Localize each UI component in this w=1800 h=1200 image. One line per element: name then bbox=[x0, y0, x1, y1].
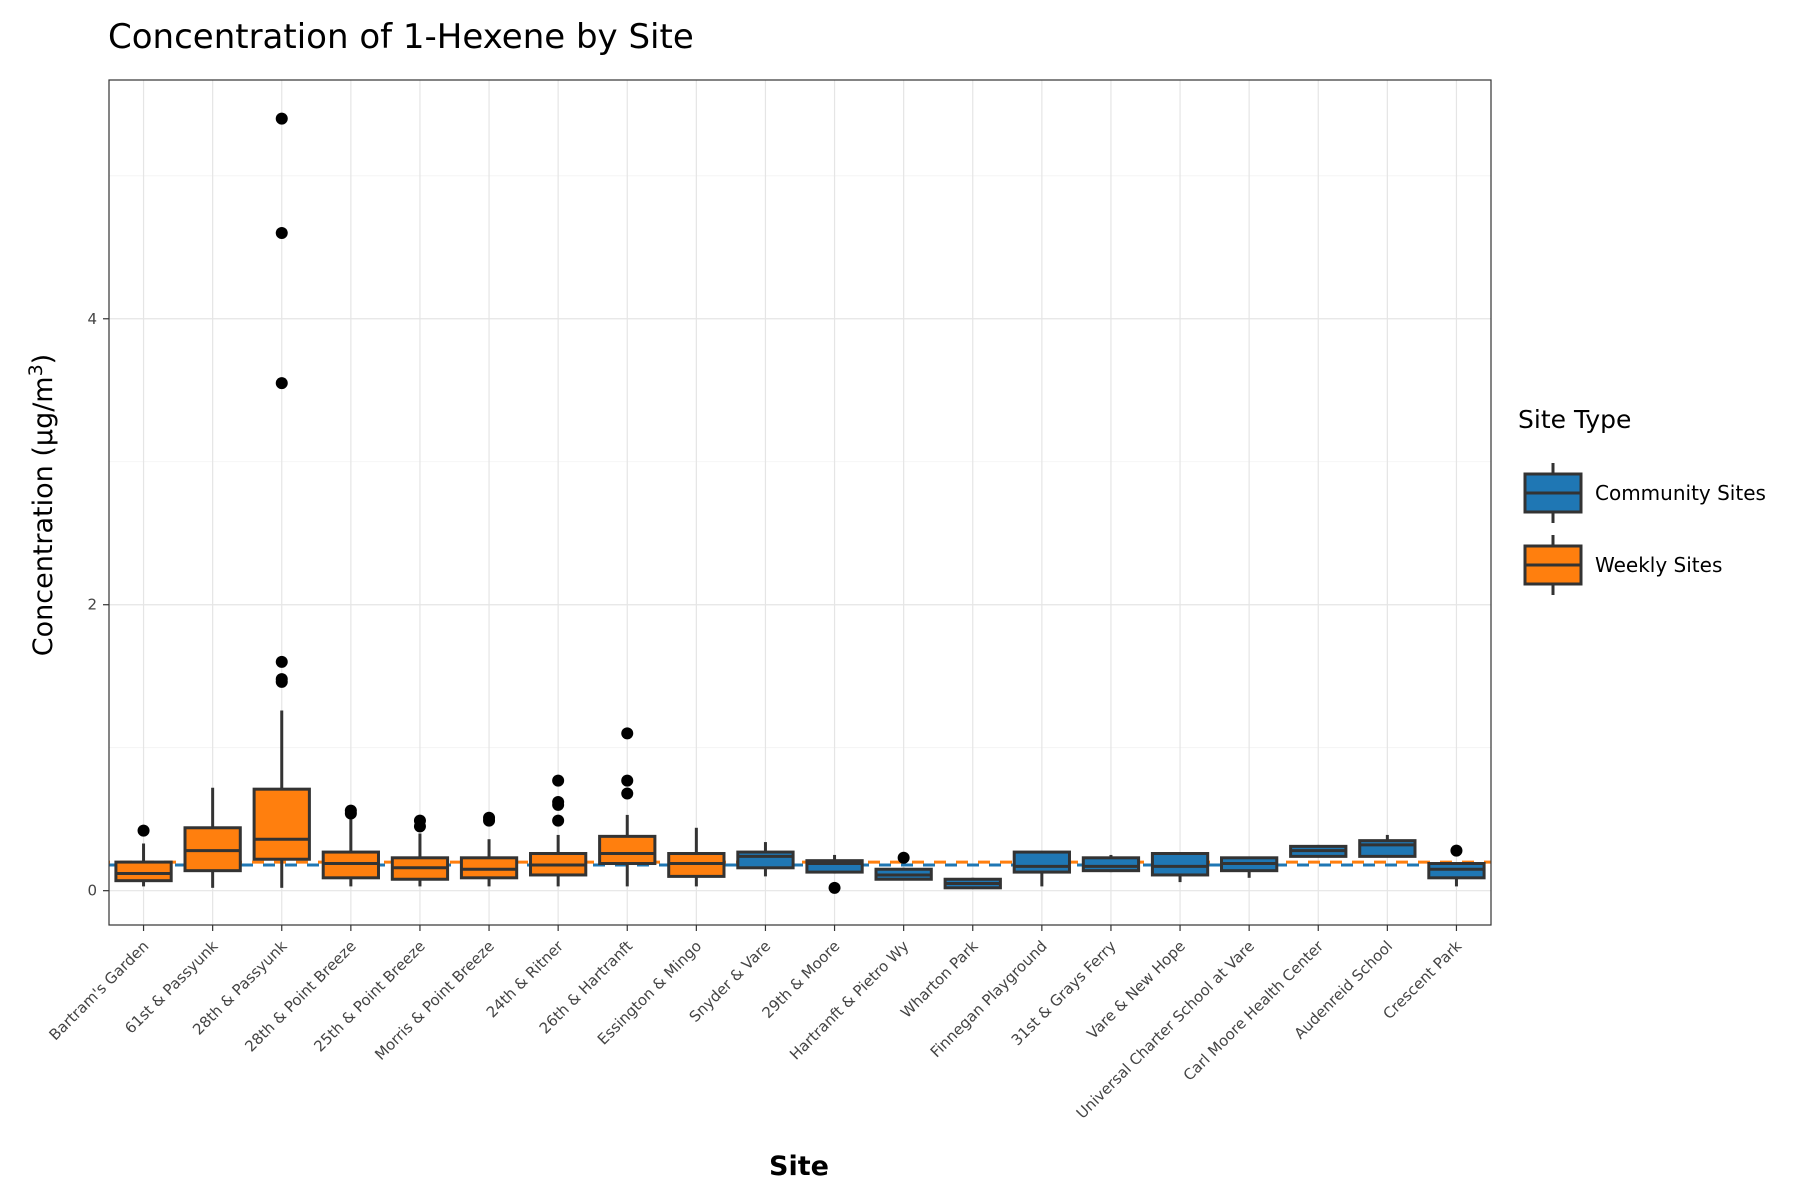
boxes bbox=[114, 112, 1486, 894]
outlier-point bbox=[897, 851, 910, 864]
outlier-point bbox=[413, 814, 426, 827]
box bbox=[114, 824, 173, 887]
outlier-point bbox=[275, 226, 288, 239]
box bbox=[1289, 844, 1348, 858]
box bbox=[943, 877, 1002, 890]
legend-title: Site Type bbox=[1518, 405, 1631, 434]
grid-lines bbox=[109, 80, 1491, 925]
y-axis: 0 2 4 bbox=[87, 310, 109, 900]
chart-title: Concentration of 1-Hexene by Site bbox=[108, 17, 694, 57]
y-tick-label: 2 bbox=[87, 596, 97, 614]
outlier-point bbox=[483, 811, 496, 824]
outlier-point bbox=[828, 881, 841, 894]
box-body bbox=[736, 850, 795, 870]
box bbox=[736, 842, 795, 877]
box-body bbox=[252, 787, 311, 861]
box bbox=[1427, 844, 1486, 887]
box bbox=[321, 804, 380, 887]
legend-entries: Community Sites Weekly Sites bbox=[1523, 463, 1766, 595]
y-axis-title-close: ) bbox=[28, 354, 59, 365]
legend-entry: Community Sites bbox=[1523, 463, 1766, 523]
x-axis-title: Site bbox=[769, 1151, 829, 1182]
y-axis-title: Concentration (μg/m3) bbox=[25, 354, 59, 656]
outlier-point bbox=[621, 787, 634, 800]
x-tick-label: Finnegan Playground bbox=[927, 937, 1051, 1061]
legend-label: Weekly Sites bbox=[1595, 553, 1722, 577]
box-body bbox=[114, 860, 173, 883]
box bbox=[874, 851, 933, 881]
box bbox=[1220, 856, 1279, 878]
box-body bbox=[1012, 850, 1071, 874]
box bbox=[1012, 850, 1071, 887]
outlier-point bbox=[1450, 844, 1463, 857]
legend-entry: Weekly Sites bbox=[1523, 535, 1722, 595]
y-axis-title-main: Concentration (μg/m bbox=[28, 376, 59, 656]
outlier-point bbox=[621, 727, 634, 740]
outlier-point bbox=[137, 824, 150, 837]
legend: Site Type Community Sites Weekly Sites bbox=[1518, 405, 1766, 595]
box bbox=[252, 112, 311, 888]
box-body bbox=[598, 834, 657, 866]
outlier-point bbox=[552, 796, 565, 809]
outlier-point bbox=[552, 814, 565, 827]
box bbox=[667, 827, 726, 887]
outlier-point bbox=[275, 112, 288, 125]
box bbox=[1150, 852, 1210, 883]
box bbox=[1081, 854, 1141, 873]
outlier-point bbox=[552, 774, 565, 787]
legend-label: Community Sites bbox=[1595, 481, 1766, 505]
box bbox=[459, 811, 519, 887]
outlier-point bbox=[275, 673, 288, 686]
box bbox=[1358, 834, 1417, 858]
x-tick-label: Hartranft & Pietro Wy bbox=[786, 937, 912, 1063]
box-body bbox=[1081, 856, 1141, 873]
outlier-point bbox=[344, 804, 357, 817]
box-body bbox=[1358, 839, 1417, 858]
box bbox=[598, 727, 657, 887]
box bbox=[805, 854, 864, 894]
y-axis-title-superscript: 3 bbox=[25, 364, 47, 376]
y-tick-label: 0 bbox=[87, 882, 97, 900]
y-tick-label: 4 bbox=[87, 310, 97, 328]
box-body bbox=[1150, 852, 1210, 877]
box bbox=[529, 774, 588, 887]
box bbox=[390, 814, 450, 887]
outlier-point bbox=[621, 774, 634, 787]
box-body bbox=[805, 859, 864, 874]
plot-panel-border bbox=[108, 79, 1492, 926]
outlier-point bbox=[275, 377, 288, 390]
x-tick-label: Carl Moore Health Center bbox=[1180, 937, 1328, 1085]
reference-lines bbox=[109, 860, 1491, 867]
box bbox=[183, 787, 242, 888]
x-tick-label: Morris & Point Breeze bbox=[371, 937, 498, 1064]
outlier-point bbox=[275, 655, 288, 668]
